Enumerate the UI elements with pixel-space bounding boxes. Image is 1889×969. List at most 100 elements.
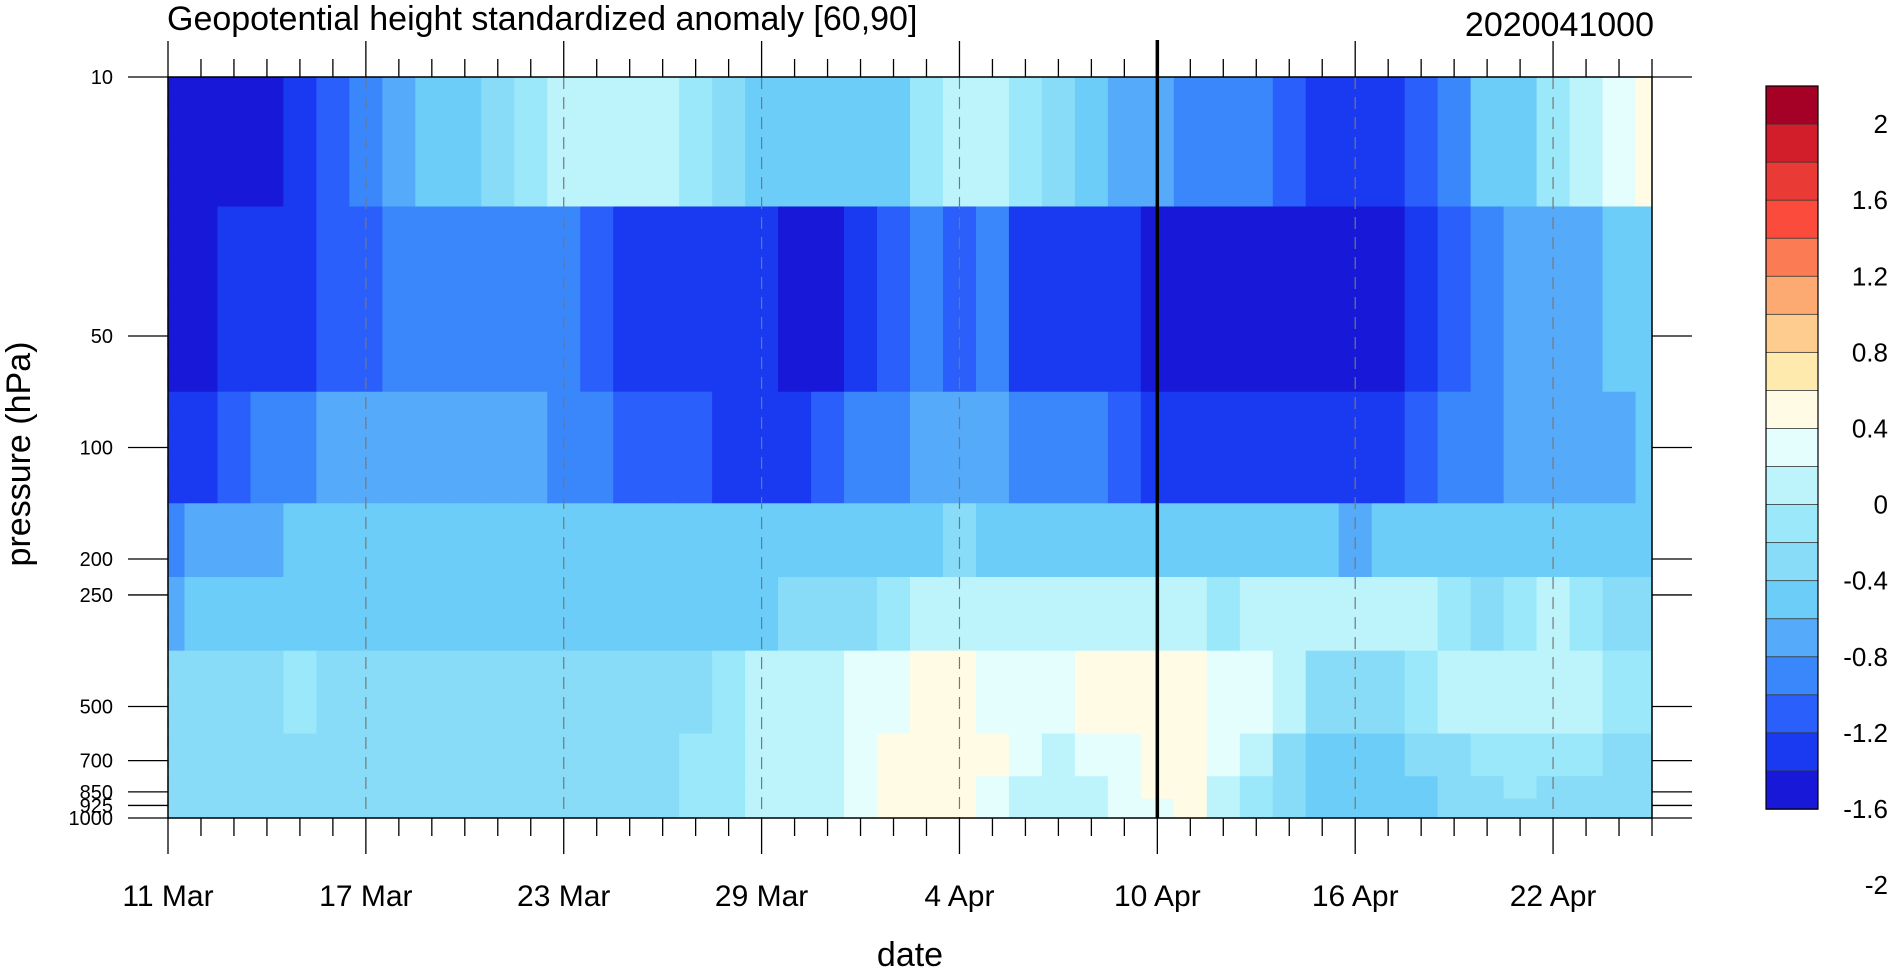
- anomaly-cell: [316, 811, 350, 819]
- anomaly-cell: [481, 391, 515, 504]
- anomaly-cell: [382, 206, 416, 393]
- x-tick-label: 4 Apr: [924, 880, 994, 913]
- anomaly-cell: [646, 77, 680, 208]
- anomaly-cell: [1107, 650, 1142, 735]
- anomaly-cell: [1107, 733, 1142, 777]
- anomaly-cell: [415, 811, 449, 819]
- anomaly-cell: [778, 798, 812, 813]
- anomaly-cell: [778, 776, 812, 800]
- anomaly-cell: [1206, 77, 1241, 208]
- anomaly-cell: [975, 811, 1010, 819]
- anomaly-cell: [168, 206, 186, 393]
- anomaly-cell: [679, 776, 713, 800]
- anomaly-cell: [613, 811, 647, 819]
- anomaly-cell: [1635, 798, 1653, 813]
- anomaly-cell: [613, 576, 647, 652]
- anomaly-cell: [217, 206, 252, 393]
- anomaly-cell: [217, 776, 252, 800]
- anomaly-cell: [448, 733, 482, 777]
- anomaly-cell: [1107, 576, 1142, 652]
- anomaly-cell: [1635, 391, 1653, 504]
- anomaly-cell: [1635, 576, 1653, 652]
- anomaly-cell: [910, 811, 944, 819]
- anomaly-cell: [1305, 650, 1340, 735]
- colorbar-swatch: [1765, 542, 1819, 582]
- anomaly-cell: [679, 503, 713, 578]
- anomaly-cell: [1437, 733, 1472, 777]
- anomaly-cell: [217, 77, 252, 208]
- anomaly-cell: [1371, 733, 1406, 777]
- anomaly-cell: [975, 733, 1010, 777]
- anomaly-cell: [811, 733, 845, 777]
- colorbar-label: 0.4: [1852, 413, 1888, 443]
- anomaly-cell: [877, 576, 911, 652]
- anomaly-cell: [1239, 206, 1274, 393]
- anomaly-cell: [679, 811, 713, 819]
- anomaly-cell: [844, 77, 878, 208]
- anomaly-cell: [975, 798, 1010, 813]
- anomaly-cell: [1569, 733, 1604, 777]
- anomaly-cell: [679, 576, 713, 652]
- anomaly-cell: [184, 503, 219, 578]
- anomaly-cell: [1602, 77, 1637, 208]
- anomaly-cell: [1602, 206, 1637, 393]
- anomaly-cell: [250, 77, 285, 208]
- anomaly-cell: [382, 811, 416, 819]
- anomaly-cell: [975, 391, 1010, 504]
- anomaly-cell: [250, 576, 285, 652]
- anomaly-cell: [250, 776, 285, 800]
- anomaly-cell: [168, 733, 186, 777]
- anomaly-cell: [1041, 650, 1076, 735]
- anomaly-cell: [1239, 650, 1274, 735]
- x-axis-title: date: [877, 936, 943, 969]
- anomaly-cell: [844, 391, 878, 504]
- anomaly-cell: [877, 77, 911, 208]
- anomaly-cell: [448, 391, 482, 504]
- anomaly-cell: [1635, 650, 1653, 735]
- colorbar-swatch: [1765, 770, 1819, 810]
- anomaly-cell: [1008, 206, 1043, 393]
- anomaly-cell: [646, 576, 680, 652]
- anomaly-cell: [168, 77, 186, 208]
- anomaly-field: [168, 77, 1653, 819]
- anomaly-cell: [1437, 206, 1472, 393]
- anomaly-cell: [382, 391, 416, 504]
- anomaly-cell: [811, 503, 845, 578]
- anomaly-cell: [1074, 576, 1109, 652]
- anomaly-cell: [1008, 733, 1043, 777]
- anomaly-cell: [1008, 650, 1043, 735]
- colorbar: 2 1.6 1.2 0.8 0.4 0 -0.4 -0.8 -1.2 -1.6 -2: [1765, 85, 1888, 900]
- anomaly-cell: [1041, 206, 1076, 393]
- x-tick-label: 11 Mar: [122, 880, 213, 913]
- anomaly-cell: [1074, 733, 1109, 777]
- anomaly-cell: [448, 798, 482, 813]
- anomaly-cell: [1569, 391, 1604, 504]
- anomaly-cell: [613, 391, 647, 504]
- anomaly-cell: [1272, 798, 1307, 813]
- anomaly-cell: [1569, 798, 1604, 813]
- anomaly-cell: [415, 77, 449, 208]
- anomaly-cell: [1272, 576, 1307, 652]
- anomaly-cell: [1239, 391, 1274, 504]
- anomaly-cell: [679, 391, 713, 504]
- anomaly-cell: [1404, 733, 1439, 777]
- anomaly-cell: [1107, 811, 1142, 819]
- anomaly-cell: [184, 650, 219, 735]
- anomaly-cell: [1239, 503, 1274, 578]
- anomaly-cell: [283, 576, 317, 652]
- colorbar-label: -1.6: [1843, 794, 1888, 824]
- anomaly-cell: [1305, 798, 1340, 813]
- anomaly-cell: [184, 733, 219, 777]
- anomaly-cell: [481, 776, 515, 800]
- anomaly-cell: [778, 391, 812, 504]
- anomaly-cell: [1404, 77, 1439, 208]
- colorbar-swatch: [1765, 275, 1819, 316]
- anomaly-cell: [1206, 576, 1241, 652]
- anomaly-cell: [580, 206, 614, 393]
- anomaly-cell: [1635, 811, 1653, 819]
- x-tick-label: 29 Mar: [715, 880, 808, 913]
- anomaly-cell: [712, 798, 746, 813]
- colorbar-swatch: [1765, 656, 1819, 696]
- anomaly-cell: [1470, 576, 1505, 652]
